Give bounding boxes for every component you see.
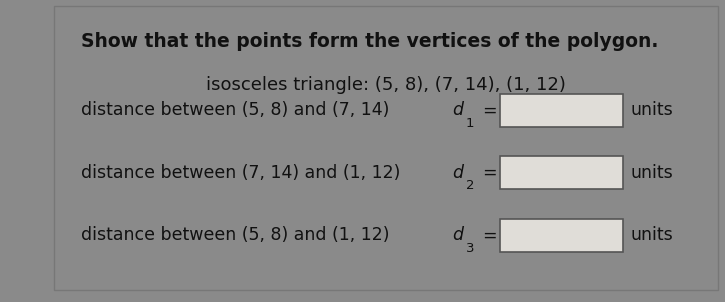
Text: =: = <box>482 164 497 182</box>
Text: units: units <box>630 226 673 244</box>
Text: =: = <box>482 226 497 244</box>
Text: isosceles triangle: (5, 8), (7, 14), (1, 12): isosceles triangle: (5, 8), (7, 14), (1,… <box>206 76 566 94</box>
Text: units: units <box>630 164 673 182</box>
Bar <box>500 156 623 189</box>
Text: distance between (5, 8) and (7, 14): distance between (5, 8) and (7, 14) <box>81 101 389 119</box>
Bar <box>500 219 623 252</box>
Text: units: units <box>630 101 673 119</box>
Text: 3: 3 <box>465 242 474 255</box>
Text: d: d <box>452 101 463 119</box>
Text: d: d <box>452 226 463 244</box>
Bar <box>500 94 623 127</box>
Text: Show that the points form the vertices of the polygon.: Show that the points form the vertices o… <box>81 32 658 51</box>
Text: 1: 1 <box>465 117 474 130</box>
Text: distance between (5, 8) and (1, 12): distance between (5, 8) and (1, 12) <box>81 226 389 244</box>
Text: d: d <box>452 164 463 182</box>
Text: distance between (7, 14) and (1, 12): distance between (7, 14) and (1, 12) <box>81 164 400 182</box>
Text: 2: 2 <box>465 179 474 192</box>
Text: =: = <box>482 101 497 119</box>
